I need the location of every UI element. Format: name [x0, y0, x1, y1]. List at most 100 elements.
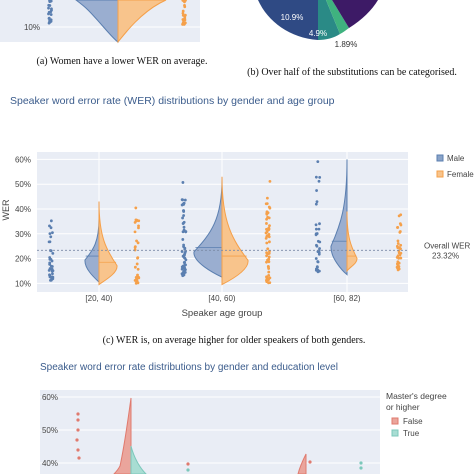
point-male — [314, 223, 318, 227]
point-female — [265, 212, 269, 215]
panel-c-ytick: 30% — [15, 230, 31, 239]
point-female — [398, 246, 401, 250]
point-female — [267, 260, 271, 264]
point-female — [265, 278, 268, 282]
panel-d-ytick-40: 40% — [42, 459, 58, 468]
point-male — [183, 253, 186, 257]
point-male — [182, 214, 186, 217]
point-male — [51, 231, 54, 235]
point-male — [182, 209, 185, 212]
point-male — [49, 226, 53, 230]
point-female — [135, 279, 139, 283]
point-female — [396, 254, 400, 258]
point-male — [47, 17, 51, 20]
point-false — [75, 438, 79, 442]
point-male — [48, 263, 52, 266]
point-male — [50, 259, 54, 263]
point-female — [267, 278, 270, 282]
point-male — [48, 258, 52, 261]
point-female — [135, 262, 139, 266]
point-male — [49, 264, 53, 268]
legend-true-swatch[interactable] — [391, 429, 399, 437]
panel-c: Speaker word error rate (WER) distributi… — [1, 95, 474, 346]
legend-female-swatch[interactable] — [436, 170, 444, 178]
legend-female-label[interactable]: Female — [447, 170, 474, 179]
panel-c-ylabel: WER — [1, 199, 11, 220]
point-female — [266, 247, 270, 251]
pie-label-2: 4.9% — [309, 29, 327, 38]
point-male — [183, 270, 187, 274]
legend-male-label[interactable]: Male — [447, 154, 465, 163]
point-female — [268, 206, 272, 210]
point-female — [134, 275, 138, 279]
point-male — [317, 179, 321, 183]
point-male — [181, 198, 185, 202]
panel-c-ytick: 20% — [15, 255, 31, 264]
legend-false-label[interactable]: False — [403, 417, 423, 426]
point-female — [399, 243, 403, 247]
pie-slice-2 — [318, 0, 340, 40]
panel-c-ytick: 60% — [15, 155, 31, 164]
point-female — [136, 256, 140, 260]
panel-b: 10.9% 4.9% 1.89% (b) Over half of the su… — [247, 0, 457, 78]
panel-c-yticks: 10% 20% 30% 40% 50% 60% — [15, 155, 31, 288]
point-male — [51, 251, 55, 255]
point-female — [267, 255, 271, 259]
point-male — [49, 278, 53, 282]
point-male — [184, 258, 188, 262]
point-female — [396, 242, 400, 245]
pie-slice-3 — [326, 0, 349, 34]
point-male — [48, 19, 51, 23]
panel-d-title: Speaker word error rate distributions by… — [40, 362, 338, 373]
point-male — [49, 219, 53, 223]
point-male — [182, 228, 186, 232]
legend-male-swatch[interactable] — [436, 154, 444, 162]
pie-slice-4 — [332, 0, 378, 28]
point-male — [316, 260, 320, 263]
legend-false-swatch[interactable] — [391, 417, 399, 425]
point-male — [317, 227, 321, 231]
panel-c-points — [47, 160, 403, 285]
panel-d: Speaker word error rate distributions by… — [40, 362, 447, 474]
point-female — [267, 267, 271, 270]
point-male — [318, 175, 322, 179]
point-male — [49, 13, 53, 16]
point-male — [180, 250, 184, 253]
point-male — [48, 224, 51, 228]
panel-c-xlabel: Speaker age group — [182, 308, 263, 319]
point-male — [50, 275, 54, 279]
point-female — [264, 202, 268, 206]
point-male — [183, 198, 187, 202]
violin-female-1 — [221, 176, 249, 286]
panel-d-ytick-60: 60% — [42, 393, 58, 402]
panel-d-ytick-50: 50% — [42, 426, 58, 435]
point-male — [184, 268, 187, 272]
point-female — [399, 251, 403, 255]
point-female — [398, 230, 402, 234]
point-female — [265, 260, 268, 264]
point-male — [316, 160, 320, 164]
overall-wer-value: 23.32% — [432, 251, 459, 260]
point-female — [135, 239, 138, 243]
point-female — [137, 224, 140, 228]
point-female — [268, 179, 272, 183]
point-male — [315, 268, 318, 272]
point-female — [396, 239, 400, 243]
point-male — [183, 265, 186, 269]
point-female — [395, 244, 399, 248]
point-female — [267, 226, 271, 230]
panel-a-male-violin — [75, 0, 119, 43]
caption-a: (a) Women have a lower WER on average. — [37, 56, 208, 67]
point-female — [265, 275, 269, 279]
point-true — [359, 461, 363, 465]
point-false — [76, 448, 80, 452]
point-female — [268, 281, 272, 285]
point-male — [181, 181, 185, 184]
point-male — [50, 8, 53, 12]
legend-true-label[interactable]: True — [403, 429, 420, 438]
point-female — [268, 224, 271, 228]
panel-a-ytick: 10% — [24, 23, 40, 32]
overall-wer-label: Overall WER — [424, 241, 470, 250]
point-male — [318, 240, 322, 244]
panel-a: 10% (a) Women have a lower WER on averag… — [0, 0, 207, 67]
